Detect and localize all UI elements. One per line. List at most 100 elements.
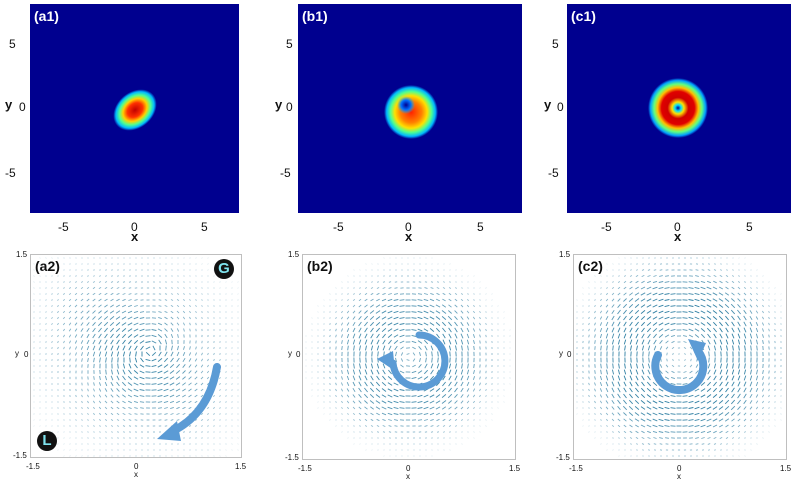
velocity-vector (352, 375, 356, 381)
velocity-vector (429, 400, 435, 404)
velocity-vector (145, 358, 151, 362)
velocity-vector (358, 321, 362, 327)
velocity-vector (194, 388, 198, 392)
velocity-vector (139, 328, 145, 332)
velocity-vector (39, 287, 41, 289)
velocity-vector (399, 299, 405, 301)
velocity-vector (376, 281, 380, 283)
velocity-vector (588, 334, 590, 338)
velocity-vector (188, 382, 192, 386)
velocity-vector (731, 298, 735, 302)
y-tick: 1.5 (288, 250, 300, 259)
velocity-vector (713, 443, 717, 445)
velocity-vector (466, 406, 470, 410)
velocity-vector (448, 327, 452, 333)
velocity-vector (376, 287, 380, 289)
velocity-vector (63, 275, 65, 277)
velocity-vector (39, 293, 41, 295)
velocity-vector (611, 418, 615, 422)
velocity-vector (737, 281, 741, 283)
velocity-vector (352, 406, 356, 410)
velocity-vector (93, 431, 95, 433)
velocity-vector (382, 292, 386, 296)
velocity-vector (658, 298, 664, 302)
velocity-vector (768, 328, 770, 332)
velocity-vector (157, 328, 163, 332)
velocity-vector (68, 292, 72, 296)
velocity-vector (231, 365, 233, 367)
velocity-vector (139, 334, 145, 338)
velocity-vector (103, 321, 109, 327)
velocity-vector (176, 357, 180, 363)
velocity-vector (81, 413, 83, 415)
velocity-vector (706, 322, 712, 326)
velocity-vector (582, 311, 584, 313)
velocity-vector (658, 406, 664, 410)
velocity-vector (237, 371, 239, 373)
velocity-vector (127, 322, 133, 326)
velocity-vector (341, 293, 343, 295)
velocity-vector (454, 333, 458, 339)
velocity-vector (158, 351, 162, 357)
velocity-vector (629, 430, 633, 434)
velocity-vector (335, 322, 337, 326)
velocity-vector (352, 327, 356, 333)
velocity-vector (600, 363, 602, 369)
velocity-vector (347, 299, 349, 301)
velocity-vector (448, 363, 452, 369)
velocity-vector (640, 400, 646, 404)
velocity-vector (341, 407, 343, 409)
velocity-vector (611, 333, 615, 339)
velocity-vector (647, 269, 651, 271)
velocity-vector (737, 309, 741, 315)
velocity-vector (743, 406, 747, 410)
velocity-vector (750, 339, 752, 345)
velocity-vector (647, 437, 651, 439)
velocity-vector (738, 443, 740, 445)
velocity-vector (756, 363, 758, 369)
velocity-vector (694, 322, 700, 326)
velocity-vector (69, 431, 71, 433)
velocity-vector (115, 327, 121, 333)
velocity-vector (694, 424, 700, 428)
velocity-vector (634, 393, 640, 399)
velocity-vector (635, 369, 639, 375)
velocity-vector (103, 316, 109, 320)
velocity-vector (726, 449, 728, 451)
velocity-vector (714, 263, 716, 265)
velocity-vector (755, 316, 759, 320)
velocity-vector (641, 369, 645, 375)
velocity-vector (201, 281, 203, 283)
velocity-vector (646, 316, 652, 320)
velocity-vector (104, 419, 108, 421)
velocity-vector (634, 406, 640, 410)
velocity-vector (466, 339, 470, 345)
velocity-vector (183, 346, 185, 350)
velocity-vector (182, 382, 186, 386)
velocity-vector (694, 328, 700, 332)
velocity-vector (606, 287, 608, 289)
velocity-vector (460, 387, 464, 393)
velocity-vector (706, 400, 712, 404)
velocity-vector (588, 293, 590, 295)
velocity-vector (629, 339, 633, 345)
velocity-vector (182, 394, 186, 398)
velocity-vector (183, 287, 185, 289)
velocity-vector (737, 393, 741, 399)
velocity-vector (641, 333, 645, 339)
velocity-vector (461, 419, 463, 421)
velocity-vector (636, 263, 638, 265)
velocity-vector (623, 333, 627, 339)
velocity-vector (375, 400, 381, 404)
velocity-vector (127, 382, 133, 386)
velocity-vector (623, 412, 627, 416)
y-tick: 1.5 (559, 250, 571, 259)
velocity-vector (417, 400, 423, 404)
velocity-vector (104, 381, 108, 387)
velocity-vector (98, 298, 102, 302)
velocity-vector (364, 304, 368, 308)
velocity-vector (231, 407, 233, 409)
velocity-vector (599, 406, 603, 410)
velocity-vector (664, 376, 670, 380)
velocity-vector (104, 275, 108, 277)
